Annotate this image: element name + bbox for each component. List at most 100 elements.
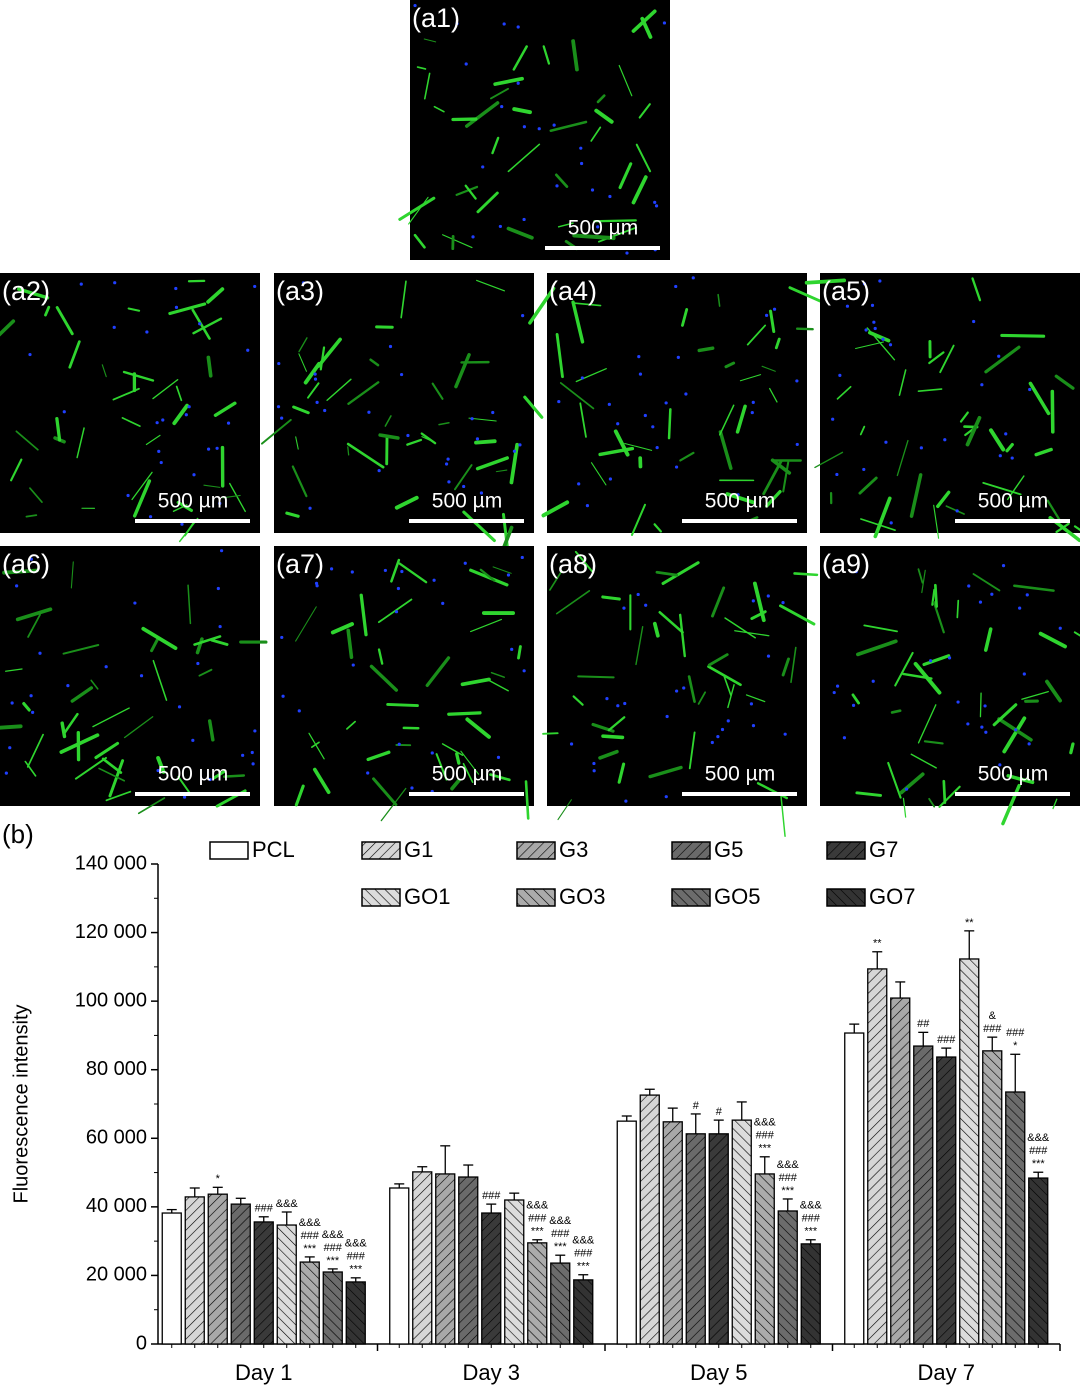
significance-label: ### <box>756 1130 775 1142</box>
legend-swatch <box>362 842 400 859</box>
nucleus <box>160 461 163 464</box>
nucleus <box>63 410 66 413</box>
nucleus <box>1059 627 1062 630</box>
bar <box>254 1222 273 1344</box>
nucleus <box>298 709 301 712</box>
bar <box>482 1213 501 1344</box>
nucleus <box>246 349 249 352</box>
nucleus <box>510 648 513 651</box>
cell <box>603 736 622 737</box>
nucleus <box>196 662 199 665</box>
nucleus <box>1018 607 1021 610</box>
nucleus <box>872 680 875 683</box>
nucleus <box>400 570 403 573</box>
nucleus <box>884 441 887 444</box>
nucleus <box>864 328 867 331</box>
nucleus <box>523 669 526 672</box>
y-axis-label: Fluorescence intensity <box>10 1005 32 1204</box>
scale-label: 500 µm <box>705 763 775 786</box>
nucleus <box>538 127 541 130</box>
cell <box>208 357 210 375</box>
significance-label: ### <box>324 1242 343 1254</box>
nucleus <box>608 403 611 406</box>
nucleus <box>1002 564 1005 567</box>
legend-swatch <box>672 889 710 906</box>
nucleus <box>835 473 838 476</box>
nucleus <box>651 425 654 428</box>
nucleus <box>997 355 1000 358</box>
significance-label: ### <box>574 1248 593 1260</box>
nucleus <box>929 659 932 662</box>
bar <box>505 1200 524 1344</box>
nucleus <box>889 343 892 346</box>
legend-swatch <box>517 842 555 859</box>
nucleus <box>644 414 647 417</box>
significance-label: *** <box>531 1226 545 1238</box>
nucleus <box>980 726 983 729</box>
nucleus <box>188 405 191 408</box>
significance-label: ### <box>983 1023 1002 1035</box>
nucleus <box>406 434 409 437</box>
nucleus <box>38 652 41 655</box>
nucleus <box>984 731 987 734</box>
legend-label: GO5 <box>714 884 760 909</box>
bar <box>162 1213 181 1344</box>
significance-label: * <box>1013 1040 1018 1052</box>
bar <box>778 1211 797 1344</box>
nucleus <box>752 401 755 404</box>
scale-label: 500 µm <box>705 490 775 513</box>
nucleus <box>433 579 436 582</box>
nucleus <box>591 188 594 191</box>
nucleus <box>675 465 678 468</box>
nucleus <box>31 711 34 714</box>
nucleus <box>113 281 116 284</box>
nucleus <box>366 771 369 774</box>
legend-label: G3 <box>559 837 588 862</box>
legend-swatch <box>362 889 400 906</box>
nucleus <box>28 353 31 356</box>
cell <box>699 348 712 350</box>
bar <box>185 1197 204 1344</box>
nucleus <box>878 279 881 282</box>
cell <box>519 647 521 658</box>
nucleus <box>677 356 680 359</box>
bar <box>1029 1178 1048 1344</box>
nucleus <box>972 320 975 323</box>
nucleus <box>447 480 450 483</box>
nucleus <box>623 702 626 705</box>
cell <box>669 409 670 438</box>
bar <box>640 1095 659 1344</box>
nucleus <box>198 322 201 325</box>
nucleus <box>191 739 194 742</box>
significance-label: ### <box>802 1213 821 1225</box>
significance-label: ### <box>779 1172 798 1184</box>
nucleus <box>784 733 787 736</box>
panel-label: (a8) <box>549 549 597 579</box>
nucleus <box>481 165 484 168</box>
panel-label: (a9) <box>822 549 870 579</box>
bar <box>755 1174 774 1344</box>
cell <box>957 601 958 618</box>
bar <box>551 1263 570 1344</box>
significance-label: &&& <box>777 1159 800 1171</box>
bar <box>732 1120 751 1344</box>
y-tick-label: 80 000 <box>86 1058 147 1080</box>
bar <box>300 1262 319 1344</box>
significance-label: &&& <box>345 1238 368 1250</box>
scale-label: 500 µm <box>568 217 638 240</box>
nucleus <box>656 446 659 449</box>
nucleus <box>178 705 181 708</box>
bar <box>277 1225 296 1344</box>
nucleus <box>639 372 642 375</box>
nucleus <box>905 787 908 790</box>
significance-label: &&& <box>572 1235 595 1247</box>
panel-label: (a2) <box>2 276 50 306</box>
nucleus <box>384 569 387 572</box>
x-tick-label: Day 1 <box>235 1360 292 1385</box>
nucleus <box>308 507 311 510</box>
nucleus <box>471 235 474 238</box>
bar <box>801 1244 820 1344</box>
nucleus <box>11 701 14 704</box>
nucleus <box>674 285 677 288</box>
